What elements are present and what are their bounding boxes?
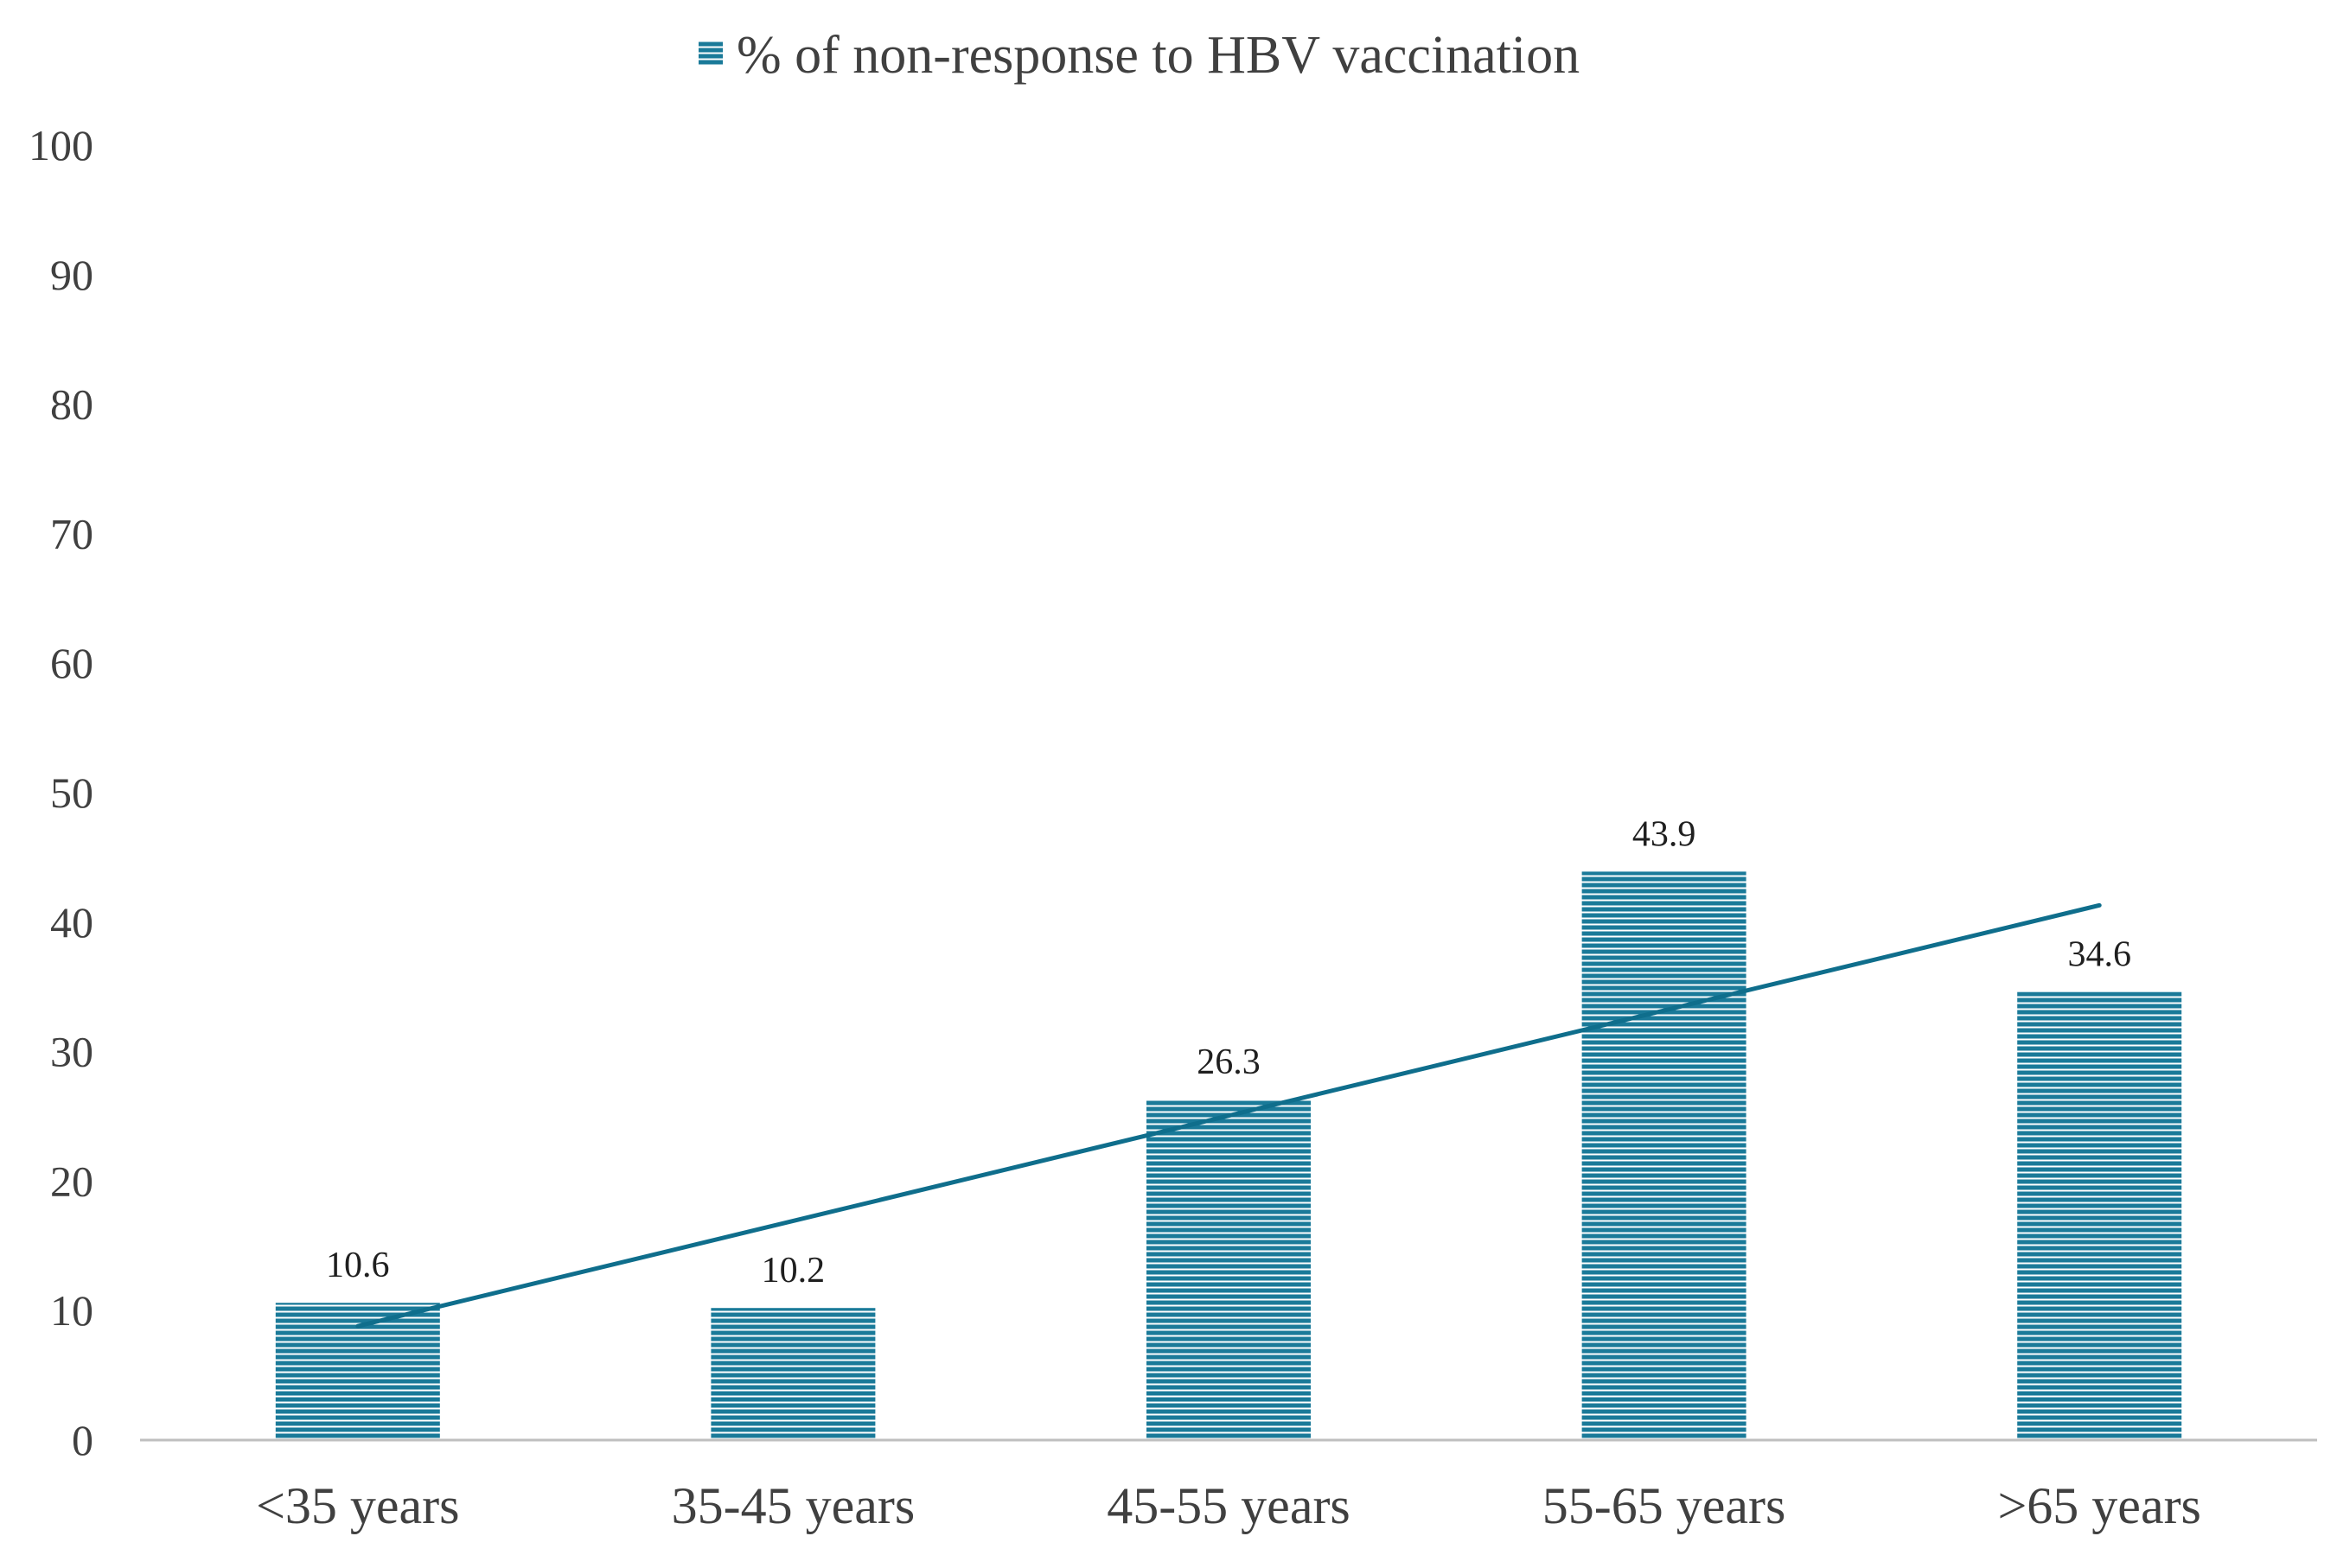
y-tick-label: 20 [50, 1157, 93, 1205]
y-tick-label: 100 [29, 121, 93, 169]
data-label: 43.9 [1632, 814, 1696, 854]
y-tick-label: 0 [72, 1416, 93, 1464]
y-tick-label: 10 [50, 1286, 93, 1335]
y-tick-label: 40 [50, 898, 93, 947]
x-axis-category-labels: <35 years 35-45 years 45-55 years 55-65 yea… [256, 1477, 2201, 1534]
bar [2017, 991, 2182, 1440]
bar [1146, 1100, 1311, 1440]
legend-swatch [699, 41, 723, 66]
data-label: 10.6 [326, 1246, 390, 1285]
legend-label: % of non-response to HBV vaccination [737, 26, 1580, 85]
x-tick-label: <35 years [256, 1477, 459, 1534]
y-tick-label: 30 [50, 1028, 93, 1076]
y-tick-label: 90 [50, 251, 93, 299]
x-tick-label: >65 years [1997, 1477, 2200, 1534]
x-tick-label: 45-55 years [1107, 1477, 1350, 1534]
data-label: 26.3 [1197, 1042, 1261, 1082]
legend: % of non-response to HBV vaccination [699, 26, 1580, 85]
data-label: 34.6 [2067, 935, 2131, 975]
bars [275, 871, 2182, 1440]
y-axis-ticks: 0 10 20 30 40 50 60 70 80 90 100 [29, 121, 93, 1464]
data-labels: 10.6 10.2 26.3 43.9 34.6 [326, 814, 2131, 1291]
data-label: 10.2 [762, 1251, 826, 1291]
bar [711, 1308, 876, 1440]
trendline [355, 902, 2102, 1329]
x-tick-label: 55-65 years [1542, 1477, 1786, 1534]
y-tick-label: 80 [50, 380, 93, 429]
bar [275, 1303, 440, 1440]
y-tick-label: 50 [50, 768, 93, 817]
x-tick-label: 35-45 years [672, 1477, 916, 1534]
y-tick-label: 70 [50, 509, 93, 558]
bar [1581, 871, 1746, 1440]
y-tick-label: 60 [50, 639, 93, 687]
